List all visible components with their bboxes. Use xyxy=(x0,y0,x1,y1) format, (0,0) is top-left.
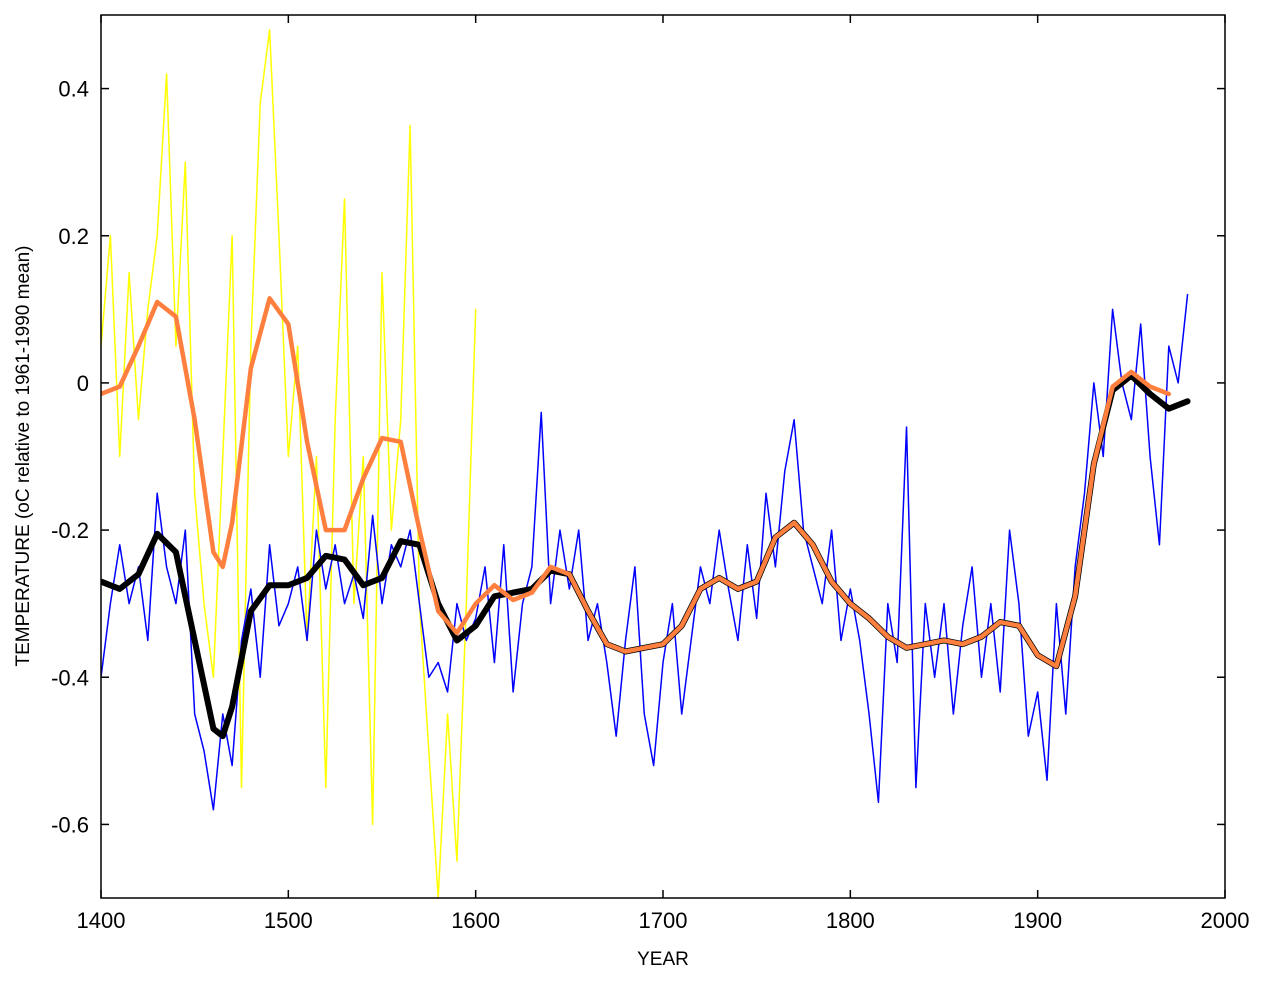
x-tick-label: 1400 xyxy=(77,908,126,933)
y-tick-label: 0.4 xyxy=(58,77,89,102)
x-tick-label: 1800 xyxy=(826,908,875,933)
series-line xyxy=(101,296,1172,669)
series-line xyxy=(101,293,1189,811)
y-tick-label: -0.6 xyxy=(51,812,89,837)
series-line xyxy=(101,28,477,898)
x-tick-label: 1600 xyxy=(451,908,500,933)
x-tick-label: 1900 xyxy=(1013,908,1062,933)
x-tick-label: 2000 xyxy=(1201,908,1250,933)
lines xyxy=(101,28,1191,898)
y-tick-label: 0.2 xyxy=(58,224,89,249)
x-tick-label: 1700 xyxy=(639,908,688,933)
y-tick-label: -0.2 xyxy=(51,518,89,543)
y-tick-label: -0.4 xyxy=(51,665,89,690)
x-tick-label: 1500 xyxy=(264,908,313,933)
y-axis-label: TEMPERATURE (oC relative to 1961-1990 me… xyxy=(13,246,34,667)
plot-area xyxy=(101,15,1225,898)
x-axis-label: YEAR xyxy=(637,949,689,970)
y-tick-label: 0 xyxy=(77,371,89,396)
